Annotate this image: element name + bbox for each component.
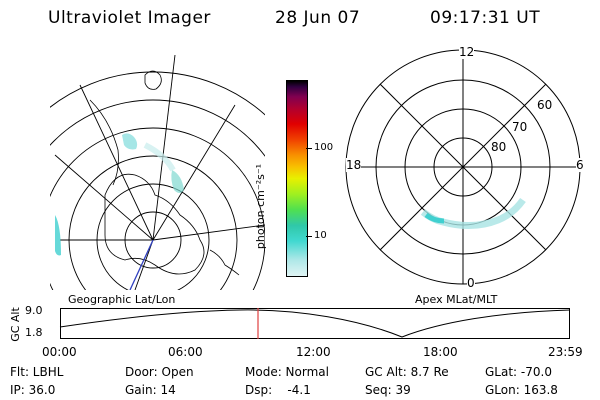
- lat-circle: [50, 127, 265, 290]
- timeline-ytick-9: 9.0: [25, 304, 43, 317]
- instrument-title: Ultraviolet Imager: [48, 8, 211, 28]
- geographic-label: Geographic Lat/Lon: [68, 293, 176, 306]
- mlt-label-12: 12: [459, 45, 475, 59]
- colorbar-tick-mark: [306, 148, 312, 149]
- coastline: [104, 173, 205, 275]
- altitude-curve: [59, 309, 571, 338]
- meridian-line: [134, 239, 154, 290]
- info-gain: Gain: 14: [125, 383, 176, 397]
- lat-circle: [50, 71, 265, 116]
- colorbar-tick-10: 10: [314, 230, 327, 241]
- timeline-ylabel: GC Alt: [8, 307, 22, 342]
- geographic-map: [50, 55, 265, 290]
- meridian-line: [152, 104, 236, 241]
- mlt-label-6: 6: [576, 158, 584, 172]
- coastline: [144, 70, 162, 90]
- mlat-label-70: 70: [512, 120, 528, 134]
- meridian-line: [152, 55, 176, 241]
- info-mode: Mode: Normal: [245, 365, 329, 379]
- info-dsp: Dsp: -4.1: [245, 383, 311, 397]
- mlat-label-60: 60: [537, 98, 553, 112]
- time-tick-1200: 12:00: [296, 345, 331, 359]
- info-glon: GLon: 163.8: [485, 383, 558, 397]
- mlt-label-0: 0: [467, 276, 475, 290]
- aurora-patch: [122, 133, 138, 150]
- colorbar-label: photon cm⁻²s⁻¹: [254, 163, 268, 250]
- aurora-patch: [143, 142, 176, 172]
- lat-circle: [50, 99, 265, 157]
- aurora-patch: [55, 215, 61, 256]
- date-label: 28 Jun 07: [275, 8, 361, 28]
- meridian-line: [152, 224, 265, 241]
- mlt-line-diag: [379, 83, 547, 251]
- time-label: 09:17:31 UT: [430, 8, 541, 28]
- time-tick-1800: 18:00: [423, 345, 458, 359]
- aurora-patch: [171, 170, 184, 193]
- aurora-oval-bright: [424, 212, 445, 224]
- time-tick-0600: 06:00: [168, 345, 203, 359]
- orbit-track: [129, 239, 154, 290]
- polar-mlt-plot: [345, 49, 581, 285]
- apex-label: Apex MLat/MLT: [415, 293, 498, 306]
- info-ip: IP: 36.0: [10, 383, 56, 397]
- info-flt: Flt: LBHL: [10, 365, 64, 379]
- colorbar-tick-mark: [306, 236, 312, 237]
- info-door: Door: Open: [125, 365, 194, 379]
- meridian-line: [54, 154, 154, 241]
- timeline-frame: [60, 308, 570, 339]
- altitude-timeline: [59, 308, 571, 339]
- meridian-line: [79, 84, 154, 241]
- colorbar: [286, 80, 308, 277]
- mlat-label-80: 80: [491, 140, 507, 154]
- time-tick-0000: 00:00: [42, 345, 77, 359]
- time-tick-2359: 23:59: [548, 345, 583, 359]
- mlt-label-18: 18: [346, 158, 362, 172]
- timeline-ytick-1-8: 1.8: [25, 326, 43, 339]
- colorbar-tick-100: 100: [314, 142, 334, 153]
- coastline: [89, 99, 119, 186]
- info-seq: Seq: 39: [365, 383, 411, 397]
- info-gcalt: GC Alt: 8.7 Re: [365, 365, 449, 379]
- coastline: [209, 249, 240, 276]
- info-glat: GLat: -70.0: [485, 365, 552, 379]
